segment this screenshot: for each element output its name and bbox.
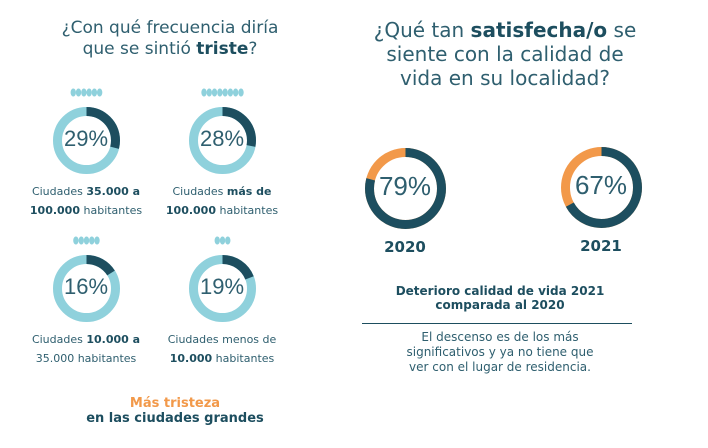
donut-chart: 19% xyxy=(188,254,257,323)
city-size-caption: Ciudades 10.000 a 35.000 habitantes xyxy=(31,333,141,365)
people-icons: ⬮⬮⬮ xyxy=(214,236,231,247)
donut-value-arc xyxy=(52,106,120,174)
donut-chart: 29% xyxy=(52,106,121,175)
percent-label: 16% xyxy=(63,273,109,299)
year-label: 2021 xyxy=(580,237,622,255)
city-size-caption: Ciudades menos de 10.000 habitantes xyxy=(167,333,277,365)
people-icons: ⬮⬮⬮⬮⬮⬮ xyxy=(70,88,103,99)
percent-label: 19% xyxy=(199,273,245,299)
donut-value-arc xyxy=(560,146,642,228)
people-icons: ⬮⬮⬮⬮⬮ xyxy=(72,236,100,247)
year-label: 2020 xyxy=(384,238,426,256)
right-subtitle: Deterioro calidad de vida 2021 comparada … xyxy=(395,284,605,312)
divider xyxy=(362,323,632,324)
donut-chart: 67% xyxy=(560,146,643,229)
percent-label: 67% xyxy=(574,170,628,201)
people-icons: ⬮⬮⬮⬮⬮⬮⬮⬮ xyxy=(200,88,244,99)
left-title: ¿Con qué frecuencia diría que se sintió t… xyxy=(61,18,279,59)
right-note: El descenso es de los más significativos … xyxy=(406,330,594,374)
city-size-caption: Ciudades más de 100.000 habitantes xyxy=(165,185,279,217)
donut-chart: 16% xyxy=(52,254,121,323)
donut-value-arc xyxy=(364,147,446,229)
donut-chart: 28% xyxy=(188,106,257,175)
percent-label: 28% xyxy=(199,125,245,151)
donut-value-arc xyxy=(52,254,120,322)
right-title: ¿Qué tan satisfecha/o se siente con la ca… xyxy=(373,18,637,90)
percent-label: 79% xyxy=(378,171,432,202)
donut-value-arc xyxy=(188,254,256,322)
donut-value-arc xyxy=(188,106,256,174)
donut-chart: 79% xyxy=(364,147,447,230)
percent-label: 29% xyxy=(63,125,109,151)
left-footer: Más tristeza en las ciudades grandes xyxy=(86,396,264,426)
city-size-caption: Ciudades 35.000 a 100.000 habitantes xyxy=(29,185,143,217)
